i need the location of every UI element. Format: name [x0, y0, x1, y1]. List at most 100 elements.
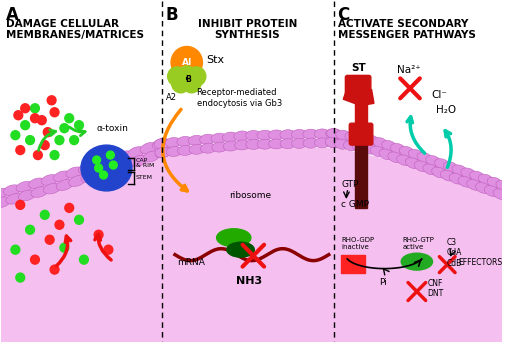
Ellipse shape — [354, 133, 370, 144]
Circle shape — [47, 96, 56, 105]
Circle shape — [182, 74, 201, 93]
Bar — [343, 82, 362, 104]
Text: B: B — [185, 75, 190, 84]
Ellipse shape — [177, 137, 193, 146]
Ellipse shape — [478, 174, 494, 185]
Text: CNF
DNT: CNF DNT — [428, 279, 444, 298]
Ellipse shape — [81, 172, 98, 182]
Ellipse shape — [326, 138, 342, 147]
Ellipse shape — [344, 141, 359, 151]
Circle shape — [60, 243, 69, 252]
Circle shape — [26, 135, 34, 145]
Circle shape — [178, 66, 196, 85]
Ellipse shape — [388, 152, 403, 163]
Text: EFFECTORS: EFFECTORS — [458, 258, 502, 267]
Circle shape — [11, 131, 20, 140]
Ellipse shape — [155, 147, 172, 158]
FancyBboxPatch shape — [349, 123, 373, 145]
Bar — [356, 90, 374, 106]
Ellipse shape — [268, 130, 284, 140]
Ellipse shape — [16, 181, 33, 192]
Ellipse shape — [212, 142, 227, 152]
Ellipse shape — [443, 162, 458, 173]
Circle shape — [11, 245, 20, 254]
Ellipse shape — [188, 135, 204, 145]
Ellipse shape — [166, 146, 182, 156]
Ellipse shape — [487, 177, 502, 188]
Ellipse shape — [211, 133, 227, 143]
Ellipse shape — [115, 151, 133, 162]
Text: Pi: Pi — [379, 277, 387, 286]
Circle shape — [55, 135, 64, 145]
Ellipse shape — [353, 142, 368, 153]
Circle shape — [79, 255, 89, 264]
Circle shape — [44, 128, 52, 137]
Ellipse shape — [154, 139, 169, 149]
Ellipse shape — [200, 134, 215, 144]
Text: A: A — [6, 6, 18, 24]
Ellipse shape — [291, 129, 307, 139]
Ellipse shape — [327, 129, 342, 139]
Ellipse shape — [458, 176, 473, 187]
Text: DAMAGE CELLULAR
MEMBRANES/MATRICES: DAMAGE CELLULAR MEMBRANES/MATRICES — [6, 19, 143, 40]
Ellipse shape — [106, 164, 123, 175]
Ellipse shape — [345, 132, 360, 142]
Ellipse shape — [81, 145, 132, 191]
Circle shape — [172, 74, 190, 93]
Circle shape — [31, 255, 39, 264]
Circle shape — [55, 220, 64, 229]
Text: Na²⁺: Na²⁺ — [397, 66, 421, 75]
Ellipse shape — [56, 179, 73, 190]
Ellipse shape — [18, 190, 35, 201]
Ellipse shape — [257, 139, 273, 149]
Ellipse shape — [391, 143, 406, 154]
Text: GTP: GTP — [342, 180, 359, 189]
Text: Stx: Stx — [206, 56, 224, 66]
Ellipse shape — [140, 142, 157, 154]
Ellipse shape — [143, 151, 160, 162]
Ellipse shape — [370, 146, 386, 157]
Ellipse shape — [363, 135, 379, 145]
Circle shape — [65, 114, 74, 123]
Ellipse shape — [4, 185, 20, 196]
Text: ribosome: ribosome — [229, 191, 271, 200]
Circle shape — [21, 121, 30, 130]
Ellipse shape — [217, 229, 251, 247]
Ellipse shape — [336, 130, 351, 140]
Circle shape — [187, 67, 206, 86]
Ellipse shape — [131, 155, 147, 166]
Ellipse shape — [269, 139, 284, 149]
Ellipse shape — [66, 167, 83, 178]
Ellipse shape — [406, 158, 420, 168]
Ellipse shape — [257, 130, 273, 140]
Circle shape — [50, 108, 59, 117]
Ellipse shape — [29, 178, 46, 189]
Ellipse shape — [449, 173, 464, 184]
Ellipse shape — [246, 130, 261, 140]
Circle shape — [16, 200, 25, 209]
Ellipse shape — [155, 147, 170, 157]
Circle shape — [70, 135, 78, 145]
Circle shape — [40, 210, 49, 219]
Text: c GMP: c GMP — [342, 200, 370, 209]
Ellipse shape — [153, 138, 169, 149]
Text: ACTIVATE SECONDARY
MESSENGER PATHWAYS: ACTIVATE SECONDARY MESSENGER PATHWAYS — [337, 19, 476, 40]
Polygon shape — [334, 148, 502, 342]
Ellipse shape — [435, 159, 450, 169]
Ellipse shape — [432, 167, 447, 178]
Ellipse shape — [397, 155, 412, 166]
Ellipse shape — [399, 146, 415, 157]
Text: RHO-GTP
active: RHO-GTP active — [402, 237, 434, 250]
Ellipse shape — [280, 130, 295, 140]
Ellipse shape — [201, 143, 216, 153]
Ellipse shape — [476, 182, 490, 193]
Text: INHIBIT PROTEIN
SYNTHESIS: INHIBIT PROTEIN SYNTHESIS — [198, 19, 297, 40]
Circle shape — [60, 124, 69, 133]
Circle shape — [45, 235, 54, 244]
Ellipse shape — [440, 170, 456, 181]
Ellipse shape — [118, 159, 135, 170]
Circle shape — [26, 225, 34, 234]
Circle shape — [75, 215, 83, 224]
Circle shape — [50, 265, 59, 274]
Ellipse shape — [54, 171, 71, 182]
